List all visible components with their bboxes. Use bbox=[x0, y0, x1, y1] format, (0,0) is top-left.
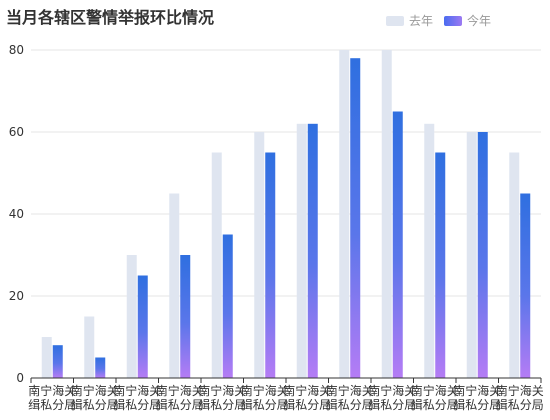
bar-last-year-7[interactable] bbox=[339, 50, 350, 378]
bar-this-year-3[interactable] bbox=[180, 255, 191, 378]
x-tick-label-5-line-0: 南宁海关 bbox=[241, 383, 289, 398]
bar-last-year-1[interactable] bbox=[84, 316, 95, 379]
bar-last-year-4[interactable] bbox=[211, 152, 222, 379]
y-tick-label-20: 20 bbox=[9, 289, 24, 303]
bar-last-year-6[interactable] bbox=[296, 123, 307, 378]
bar-this-year-7[interactable] bbox=[350, 58, 361, 378]
grid-lines bbox=[31, 49, 541, 297]
y-tick-label-80: 80 bbox=[9, 43, 24, 57]
x-tick-label-9-line-0: 南宁海关 bbox=[411, 383, 459, 398]
bar-this-year-6[interactable] bbox=[307, 123, 318, 378]
bar-this-year-5[interactable] bbox=[265, 152, 276, 379]
x-tick-label-4-line-0: 南宁海关 bbox=[198, 383, 246, 398]
x-tick-label-3-line-1: 缉私分局 bbox=[156, 398, 204, 412]
bar-last-year-0[interactable] bbox=[41, 337, 52, 378]
x-tick-label-9-line-1: 缉私分局 bbox=[411, 398, 459, 412]
bar-last-year-8[interactable] bbox=[381, 50, 392, 378]
axes bbox=[30, 377, 542, 383]
x-tick-label-6-line-0: 南宁海关 bbox=[283, 383, 331, 398]
x-tick-label-7-line-0: 南宁海关 bbox=[326, 383, 374, 398]
legend: 去年 今年 bbox=[386, 12, 502, 29]
x-tick-label-10-line-1: 缉私分局 bbox=[453, 398, 501, 412]
bar-last-year-2[interactable] bbox=[126, 255, 137, 378]
bar-last-year-11[interactable] bbox=[509, 152, 520, 379]
x-tick-label-8-line-0: 南宁海关 bbox=[368, 383, 416, 398]
x-tick-label-6-line-1: 缉私分局 bbox=[283, 398, 331, 412]
bar-this-year-8[interactable] bbox=[392, 111, 403, 379]
x-tick-label-1-line-0: 南宁海关 bbox=[71, 383, 119, 398]
bar-this-year-10[interactable] bbox=[477, 132, 488, 378]
x-tick-label-2-line-0: 南宁海关 bbox=[113, 383, 161, 398]
y-tick-label-0: 0 bbox=[16, 371, 24, 385]
bar-this-year-9[interactable] bbox=[435, 152, 446, 379]
bar-last-year-3[interactable] bbox=[169, 193, 180, 379]
x-tick-label-4-line-1: 缉私分局 bbox=[198, 398, 246, 412]
bar-this-year-0[interactable] bbox=[52, 345, 63, 378]
x-tick-label-0-line-0: 南宁海关 bbox=[28, 383, 76, 398]
legend-swatch-last-year bbox=[386, 15, 404, 26]
bar-this-year-2[interactable] bbox=[137, 275, 148, 379]
x-tick-label-1-line-1: 缉私分局 bbox=[71, 398, 119, 412]
x-tick-label-3-line-0: 南宁海关 bbox=[156, 383, 204, 398]
bar-last-year-5[interactable] bbox=[254, 132, 265, 378]
x-tick-label-10-line-0: 南宁海关 bbox=[453, 383, 501, 398]
x-tick-label-5-line-1: 缉私分局 bbox=[241, 398, 289, 412]
legend-label-last-year: 去年 bbox=[409, 14, 434, 28]
y-tick-label-40: 40 bbox=[9, 207, 24, 221]
legend-item-this-year[interactable]: 今年 bbox=[444, 12, 491, 29]
x-tick-label-11-line-0: 南宁海关 bbox=[496, 383, 544, 398]
x-tick-label-7-line-1: 缉私分局 bbox=[326, 398, 374, 412]
x-tick-label-8-line-1: 缉私分局 bbox=[368, 398, 416, 412]
x-tick-label-11-line-1: 缉私分局 bbox=[496, 398, 544, 412]
bars bbox=[41, 50, 531, 379]
y-tick-label-60: 60 bbox=[9, 125, 24, 139]
legend-swatch-this-year bbox=[444, 15, 463, 26]
x-tick-label-2-line-1: 缉私分局 bbox=[113, 398, 161, 412]
bar-this-year-11[interactable] bbox=[520, 193, 531, 379]
bar-this-year-1[interactable] bbox=[95, 357, 106, 379]
x-tick-label-0-line-1: 缉私分局 bbox=[28, 398, 76, 412]
bar-last-year-10[interactable] bbox=[466, 132, 477, 378]
chart-title: 当月各辖区警情举报环比情况 bbox=[6, 8, 215, 27]
legend-item-last-year[interactable]: 去年 bbox=[386, 12, 433, 29]
bar-this-year-4[interactable] bbox=[222, 234, 233, 379]
bar-last-year-9[interactable] bbox=[424, 123, 435, 378]
legend-label-this-year: 今年 bbox=[467, 14, 492, 28]
tick-labels: 020406080南宁海关缉私分局南宁海关缉私分局南宁海关缉私分局南宁海关缉私分… bbox=[9, 43, 544, 412]
